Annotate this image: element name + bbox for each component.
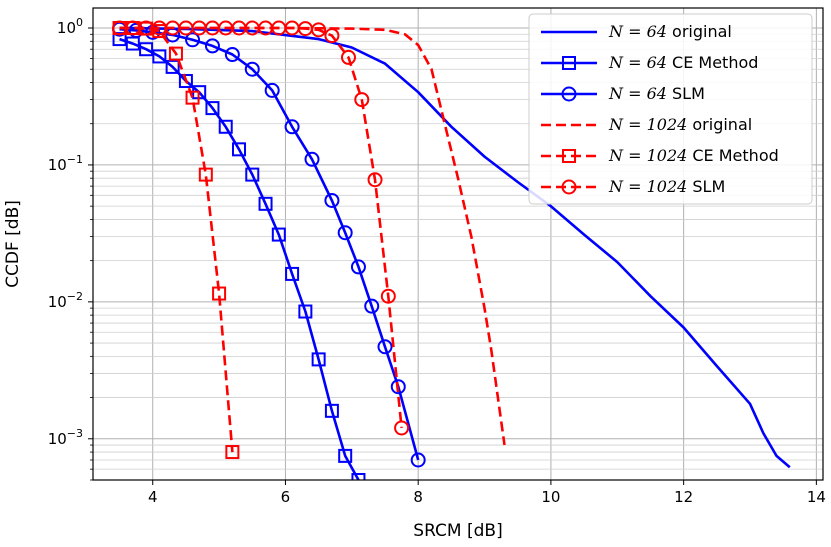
x-tick-label: 8: [413, 488, 423, 506]
data-point-square: [165, 59, 180, 74]
data-point-circle: [394, 420, 410, 436]
data-point-square: [225, 445, 240, 460]
data-point-square: [338, 448, 353, 463]
data-point-square: [139, 42, 154, 57]
y-tick-label: 100: [57, 16, 83, 37]
legend-label: N = 64 original: [608, 22, 732, 41]
data-point-circle: [284, 119, 300, 135]
data-point-circle: [264, 82, 280, 98]
x-tick-label: 4: [148, 488, 158, 506]
data-point-circle: [324, 28, 340, 44]
series-4: [112, 21, 240, 460]
y-tick-label: 10−1: [48, 153, 83, 174]
y-axis-label: CCDF [dB]: [3, 200, 23, 288]
x-axis-label: SRCM [dB]: [413, 521, 502, 541]
data-point-circle: [341, 49, 356, 65]
legend-label: N = 1024 original: [608, 115, 752, 134]
data-point-circle: [367, 172, 383, 188]
data-point-circle: [204, 38, 220, 54]
data-point-circle: [185, 32, 201, 48]
series-3: [119, 26, 506, 446]
data-point-circle: [364, 298, 380, 314]
series-line: [119, 26, 234, 453]
data-point-square: [298, 304, 313, 319]
plot-frame: [92, 7, 824, 481]
data-point-circle: [390, 379, 406, 395]
legend: N = 64 original N = 64 CE Method N = 64 SL…: [528, 13, 813, 205]
legend-label: N = 1024 CE Method: [608, 146, 779, 165]
data-point-circle: [410, 452, 426, 468]
legend-marker-circle: [561, 179, 577, 195]
x-tick-label: 6: [281, 488, 291, 506]
data-point-square: [168, 46, 183, 61]
y-tick-label: 10−3: [48, 427, 83, 448]
data-point-circle: [128, 22, 144, 38]
legend-label: N = 64 SLM: [608, 84, 705, 103]
data-point-circle: [354, 92, 370, 108]
legend-marker-square: [562, 149, 576, 163]
series-5: [112, 20, 410, 436]
data-point-circle: [380, 288, 396, 304]
data-point-circle: [377, 339, 393, 355]
data-point-square: [178, 74, 193, 89]
data-point-circle: [244, 61, 260, 77]
y-tick-label: 10−2: [48, 290, 83, 311]
data-point-circle: [324, 192, 340, 208]
data-point-circle: [337, 225, 353, 241]
x-tick-label: 12: [674, 488, 693, 506]
data-point-square: [218, 119, 233, 134]
legend-label: N = 64 CE Method: [608, 53, 758, 72]
data-point-square: [212, 286, 227, 301]
x-tick-label: 10: [541, 488, 560, 506]
data-point-circle: [311, 22, 327, 38]
x-tick-label: 14: [807, 488, 826, 506]
legend-marker-circle: [561, 86, 577, 102]
plot-series: [112, 20, 791, 480]
legend-marker-square: [562, 56, 576, 70]
data-point-circle: [350, 259, 366, 275]
legend-box: [528, 13, 813, 205]
data-point-square: [125, 36, 140, 51]
data-point-square: [152, 49, 167, 64]
series-line: [119, 27, 420, 461]
series-2: [112, 21, 426, 468]
series-line: [119, 26, 403, 429]
data-point-square: [205, 101, 220, 116]
data-point-square: [351, 473, 366, 480]
data-point-square: [258, 196, 273, 211]
legend-label: N = 1024 SLM: [608, 177, 725, 196]
data-point-square: [324, 403, 339, 418]
data-point-circle: [304, 151, 320, 167]
data-point-square: [311, 352, 326, 367]
data-point-square: [285, 266, 300, 281]
series-line: [119, 26, 506, 446]
data-point-square: [185, 90, 200, 105]
series-line: [119, 37, 360, 480]
data-point-circle: [224, 47, 240, 63]
data-point-square: [271, 227, 286, 242]
data-point-square: [232, 142, 246, 157]
data-point-square: [198, 167, 213, 182]
axis-ticks: 4 6 8 10 12 14 100 10−1 10−2 10−3: [48, 16, 826, 506]
series-1: [112, 32, 366, 480]
data-point-square: [245, 167, 260, 182]
